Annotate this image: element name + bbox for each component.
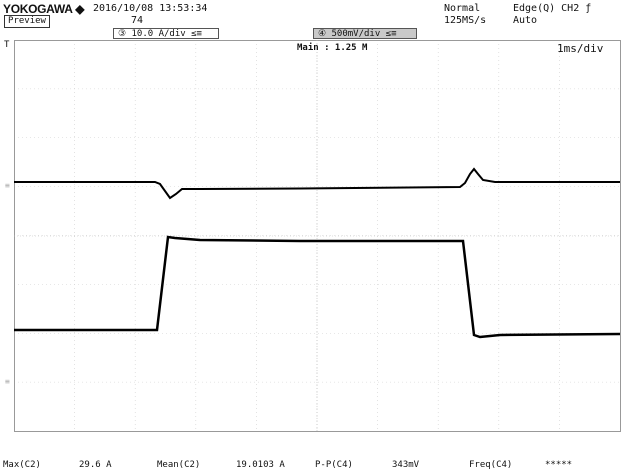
ground-marker-upper: ≡ xyxy=(5,181,10,190)
trace-upper xyxy=(14,167,620,200)
measurement-value: 19.0103 A xyxy=(236,460,285,470)
channel3-setting[interactable]: ③ 10.0 A/div ≤≡ xyxy=(113,28,219,39)
measurement-label: Freq(C4) xyxy=(469,460,513,470)
measurement-label: Mean(C2) xyxy=(157,460,201,470)
sample-rate: 125MS/s xyxy=(444,15,487,26)
datetime: 2016/10/08 13:53:34 xyxy=(93,3,208,14)
timebase-label: 1ms/div xyxy=(557,42,604,55)
brand-logo: YOKOGAWA ◆ xyxy=(3,2,85,16)
ground-marker-lower: ≡ xyxy=(5,377,10,386)
measurement-value: 343mV xyxy=(392,460,420,470)
mode-badge: Preview xyxy=(4,15,50,28)
graticule xyxy=(14,40,620,431)
channel4-setting[interactable]: ④ 500mV/div ≤≡ xyxy=(313,28,417,39)
trigger-position-marker: T xyxy=(4,40,10,50)
main-record-label: Main : 1.25 M xyxy=(297,43,368,53)
record-number: 74 xyxy=(131,15,144,26)
trigger-mode: Auto xyxy=(513,15,538,26)
measurement-label: P-P(C4) xyxy=(315,460,353,470)
measurement-value: 29.6 A xyxy=(79,460,112,470)
acq-mode: Normal xyxy=(444,3,481,14)
measurement-value: ***** xyxy=(545,460,573,470)
trigger-setting: Edge(Q) CH2 ƒ xyxy=(513,3,592,14)
measurement-label: Max(C2) xyxy=(3,460,41,470)
trace-lower xyxy=(14,235,621,339)
